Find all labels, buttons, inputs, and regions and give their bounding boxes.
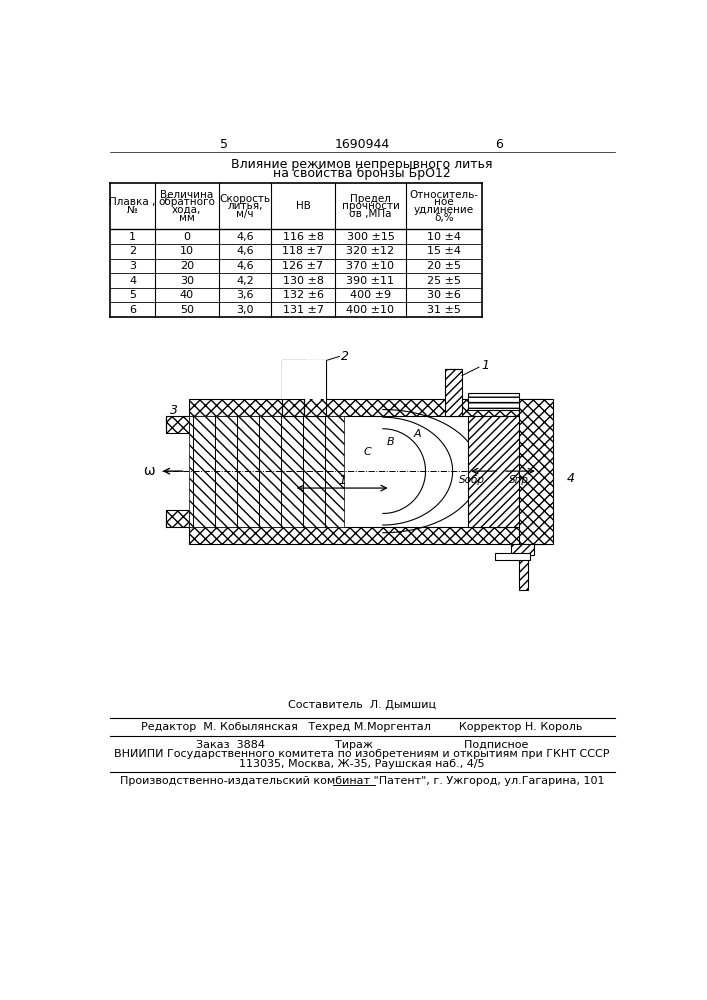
Bar [282,360,325,399]
Text: №: № [127,205,138,215]
Text: 3,6: 3,6 [236,290,254,300]
Text: литья,: литья, [227,201,263,211]
Bar [468,416,522,527]
Text: B: B [387,437,395,447]
Bar [510,544,534,555]
Text: 50: 50 [180,305,194,315]
Text: 131 ±7: 131 ±7 [283,305,324,315]
Bar [282,360,304,416]
Text: Составитель  Л. Дымшиц: Составитель Л. Дымшиц [288,700,436,710]
Text: 132 ±6: 132 ±6 [283,290,324,300]
Text: м/ч: м/ч [236,209,254,219]
Bar [189,416,344,527]
Text: 1: 1 [481,359,489,372]
Text: 30: 30 [180,276,194,286]
Bar [166,510,189,527]
Text: удлинение: удлинение [414,205,474,215]
Text: Производственно-издательский комбинат "Патент", г. Ужгород, ул.Гагарина, 101: Производственно-издательский комбинат "П… [119,776,604,786]
Text: 4,6: 4,6 [236,246,254,256]
Text: Скорость: Скорость [219,194,271,204]
Bar [468,402,518,410]
Text: мм: мм [179,213,194,223]
Text: 400 ±9: 400 ±9 [350,290,391,300]
Text: 118 ±7: 118 ±7 [283,246,324,256]
Text: 6: 6 [495,138,503,151]
Text: 370 ±10: 370 ±10 [346,261,395,271]
Text: 4: 4 [129,276,136,286]
Text: 4,2: 4,2 [236,276,254,286]
Text: на свойства бронзы БрО12: на свойства бронзы БрО12 [273,167,451,180]
Text: 300 ±15: 300 ±15 [346,232,395,242]
Text: 5: 5 [220,138,228,151]
Bar [518,555,528,590]
Text: 5: 5 [129,290,136,300]
Text: ное: ное [434,197,454,207]
Text: 126 ±7: 126 ±7 [283,261,324,271]
Bar [495,553,530,560]
Text: 1690944: 1690944 [334,138,390,151]
Text: 25 ±5: 25 ±5 [427,276,461,286]
Text: 3: 3 [129,261,136,271]
Text: 10 ±4: 10 ±4 [427,232,461,242]
Text: 30 ±6: 30 ±6 [427,290,461,300]
Text: δ,%: δ,% [434,213,454,223]
Text: 2: 2 [341,350,349,363]
Text: 113035, Москва, Ж-35, Раушская наб., 4/5: 113035, Москва, Ж-35, Раушская наб., 4/5 [239,759,485,769]
Text: C: C [363,447,371,457]
Bar [468,393,518,402]
Text: Заказ  3884                    Тираж                          Подписное: Заказ 3884 Тираж Подписное [196,740,528,750]
Text: Плавка ,: Плавка , [110,197,156,207]
Text: 1: 1 [338,474,346,487]
Text: 3,0: 3,0 [236,305,254,315]
Text: Sпр: Sпр [508,475,529,485]
Text: 20: 20 [180,261,194,271]
Bar [166,416,189,433]
Text: 1: 1 [129,232,136,242]
Text: хода,: хода, [172,205,201,215]
Text: σв ,МПа: σв ,МПа [349,209,392,219]
Text: Редактор  М. Кобылянская   Техред М.Моргентал        Корректор Н. Король: Редактор М. Кобылянская Техред М.Моргент… [141,722,583,732]
Text: ω: ω [143,464,155,478]
Bar [189,399,546,416]
Text: 390 ±11: 390 ±11 [346,276,395,286]
Text: 15 ±4: 15 ±4 [427,246,461,256]
Text: 116 ±8: 116 ±8 [283,232,324,242]
Text: 4: 4 [566,472,574,485]
Text: 20 ±5: 20 ±5 [427,261,461,271]
Text: Sобр: Sобр [459,475,485,485]
Bar [189,527,546,544]
Text: 2: 2 [129,246,136,256]
Bar [304,360,325,416]
Text: 4,6: 4,6 [236,261,254,271]
Text: 3: 3 [170,404,177,417]
Text: 320 ±12: 320 ±12 [346,246,395,256]
Bar [445,369,462,416]
Text: Относитель-: Относитель- [409,190,479,200]
Text: ВНИИПИ Государственного комитета по изобретениям и открытиям при ГКНТ СССР: ВНИИПИ Государственного комитета по изоб… [115,749,609,759]
Text: 6: 6 [129,305,136,315]
Text: Влияние режимов непрерывного литья: Влияние режимов непрерывного литья [231,158,493,171]
Text: 0: 0 [183,232,190,242]
Text: НВ: НВ [296,201,310,211]
Text: прочности: прочности [341,201,399,211]
Text: Величина: Величина [160,190,214,200]
Text: Предел: Предел [350,194,391,204]
Text: 4,6: 4,6 [236,232,254,242]
Text: 400 ±10: 400 ±10 [346,305,395,315]
Bar [189,416,546,527]
Text: 31 ±5: 31 ±5 [427,305,461,315]
Text: 130 ±8: 130 ±8 [283,276,324,286]
Text: обратного: обратного [158,197,215,207]
Bar [518,399,554,544]
Text: A: A [414,429,421,439]
Text: 10: 10 [180,246,194,256]
Text: 40: 40 [180,290,194,300]
